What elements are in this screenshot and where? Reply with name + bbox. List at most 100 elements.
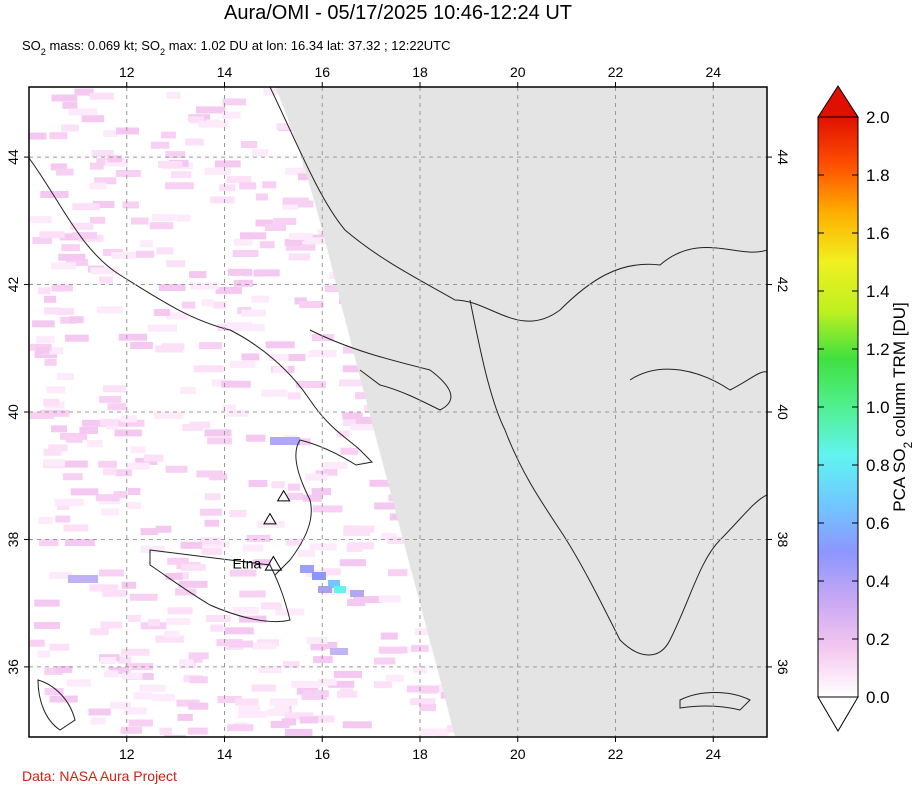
pixel [259, 241, 275, 249]
lat-label-left: 44 [5, 149, 21, 165]
pixel [328, 680, 355, 688]
pixel [116, 419, 145, 427]
pixel [32, 320, 55, 328]
pixel [164, 734, 186, 737]
pixel [353, 596, 382, 604]
pixel [44, 667, 63, 675]
pixel [51, 262, 76, 270]
pixel [100, 621, 123, 629]
pixel [165, 618, 191, 625]
pixel [43, 448, 62, 456]
pixel [34, 621, 60, 629]
pixel [167, 557, 189, 565]
pixel [40, 191, 69, 198]
lon-label-top: 20 [510, 64, 526, 80]
pixel [165, 572, 183, 580]
volcanoes: Etna [233, 489, 291, 572]
pixel [287, 492, 303, 500]
pixel [339, 379, 362, 387]
pixel [121, 648, 150, 656]
pixel [196, 106, 226, 114]
colorbar-tick-label: 1.4 [866, 282, 890, 301]
pixel [114, 429, 142, 437]
pixel [237, 711, 267, 718]
pixel [98, 460, 117, 468]
pixel [177, 713, 193, 721]
pixel [122, 672, 143, 680]
pixel [62, 473, 83, 481]
pixel [219, 184, 236, 192]
pixel [113, 491, 128, 499]
pixel [51, 94, 78, 102]
pixel [285, 167, 306, 175]
lon-label-bottom: 12 [119, 746, 135, 762]
so2-plume [68, 437, 364, 655]
pixel [355, 392, 373, 400]
pixel [387, 537, 407, 544]
pixel [121, 581, 137, 589]
pixel [89, 162, 104, 170]
pixel [161, 131, 176, 139]
pixel [62, 101, 78, 109]
pixel [104, 159, 129, 167]
pixel [147, 619, 161, 627]
pixel [204, 429, 232, 437]
pixel [309, 543, 337, 551]
pixel [87, 440, 103, 448]
pixel [72, 232, 98, 240]
colorbar-tick-label: 0.2 [866, 630, 890, 649]
pixel [265, 341, 295, 349]
pixel [255, 219, 273, 227]
pixel [44, 295, 57, 303]
volcano-marker [264, 555, 283, 571]
pixel [140, 240, 154, 248]
colorbar-tick-label: 1.6 [866, 224, 890, 243]
pixel [214, 160, 241, 168]
pixel [130, 342, 153, 349]
pixel [56, 308, 75, 315]
pixel [240, 232, 267, 240]
pixel [49, 643, 70, 651]
pixel [155, 635, 184, 643]
pixel [323, 468, 338, 476]
pixel [374, 657, 396, 665]
pixel [210, 624, 224, 632]
pixel [91, 150, 114, 157]
colorbar-tick-label: 0.6 [866, 514, 890, 533]
pixel [131, 217, 149, 225]
pixel [127, 502, 141, 510]
pixel [165, 465, 188, 473]
pixel [151, 141, 170, 149]
pixel [322, 568, 341, 576]
pixel [414, 628, 434, 636]
pixel [229, 360, 256, 368]
volcano-label: Etna [233, 556, 262, 572]
pixel [49, 132, 68, 140]
pixel [282, 661, 300, 669]
pixel [346, 525, 375, 533]
pixel [74, 88, 94, 96]
pixel [36, 346, 50, 354]
pixel [130, 446, 146, 454]
pixel [215, 286, 242, 294]
pixel [312, 505, 343, 513]
pixel [102, 589, 127, 597]
pixel [140, 545, 165, 553]
lat-label-left: 42 [5, 277, 21, 293]
pixel [246, 534, 271, 542]
pixel [287, 392, 301, 400]
pixel [82, 419, 109, 427]
pixel [152, 694, 175, 702]
pixel [171, 171, 192, 179]
pixel [295, 381, 326, 388]
lon-label-top: 12 [119, 64, 135, 80]
pixel [199, 342, 222, 350]
pixel [306, 637, 328, 645]
pixel [212, 301, 227, 309]
pixel [235, 698, 259, 706]
subscript: 2 [901, 441, 915, 448]
graticule [29, 87, 767, 737]
pixel [229, 569, 257, 577]
pixel [217, 696, 242, 703]
pixel [155, 525, 172, 533]
